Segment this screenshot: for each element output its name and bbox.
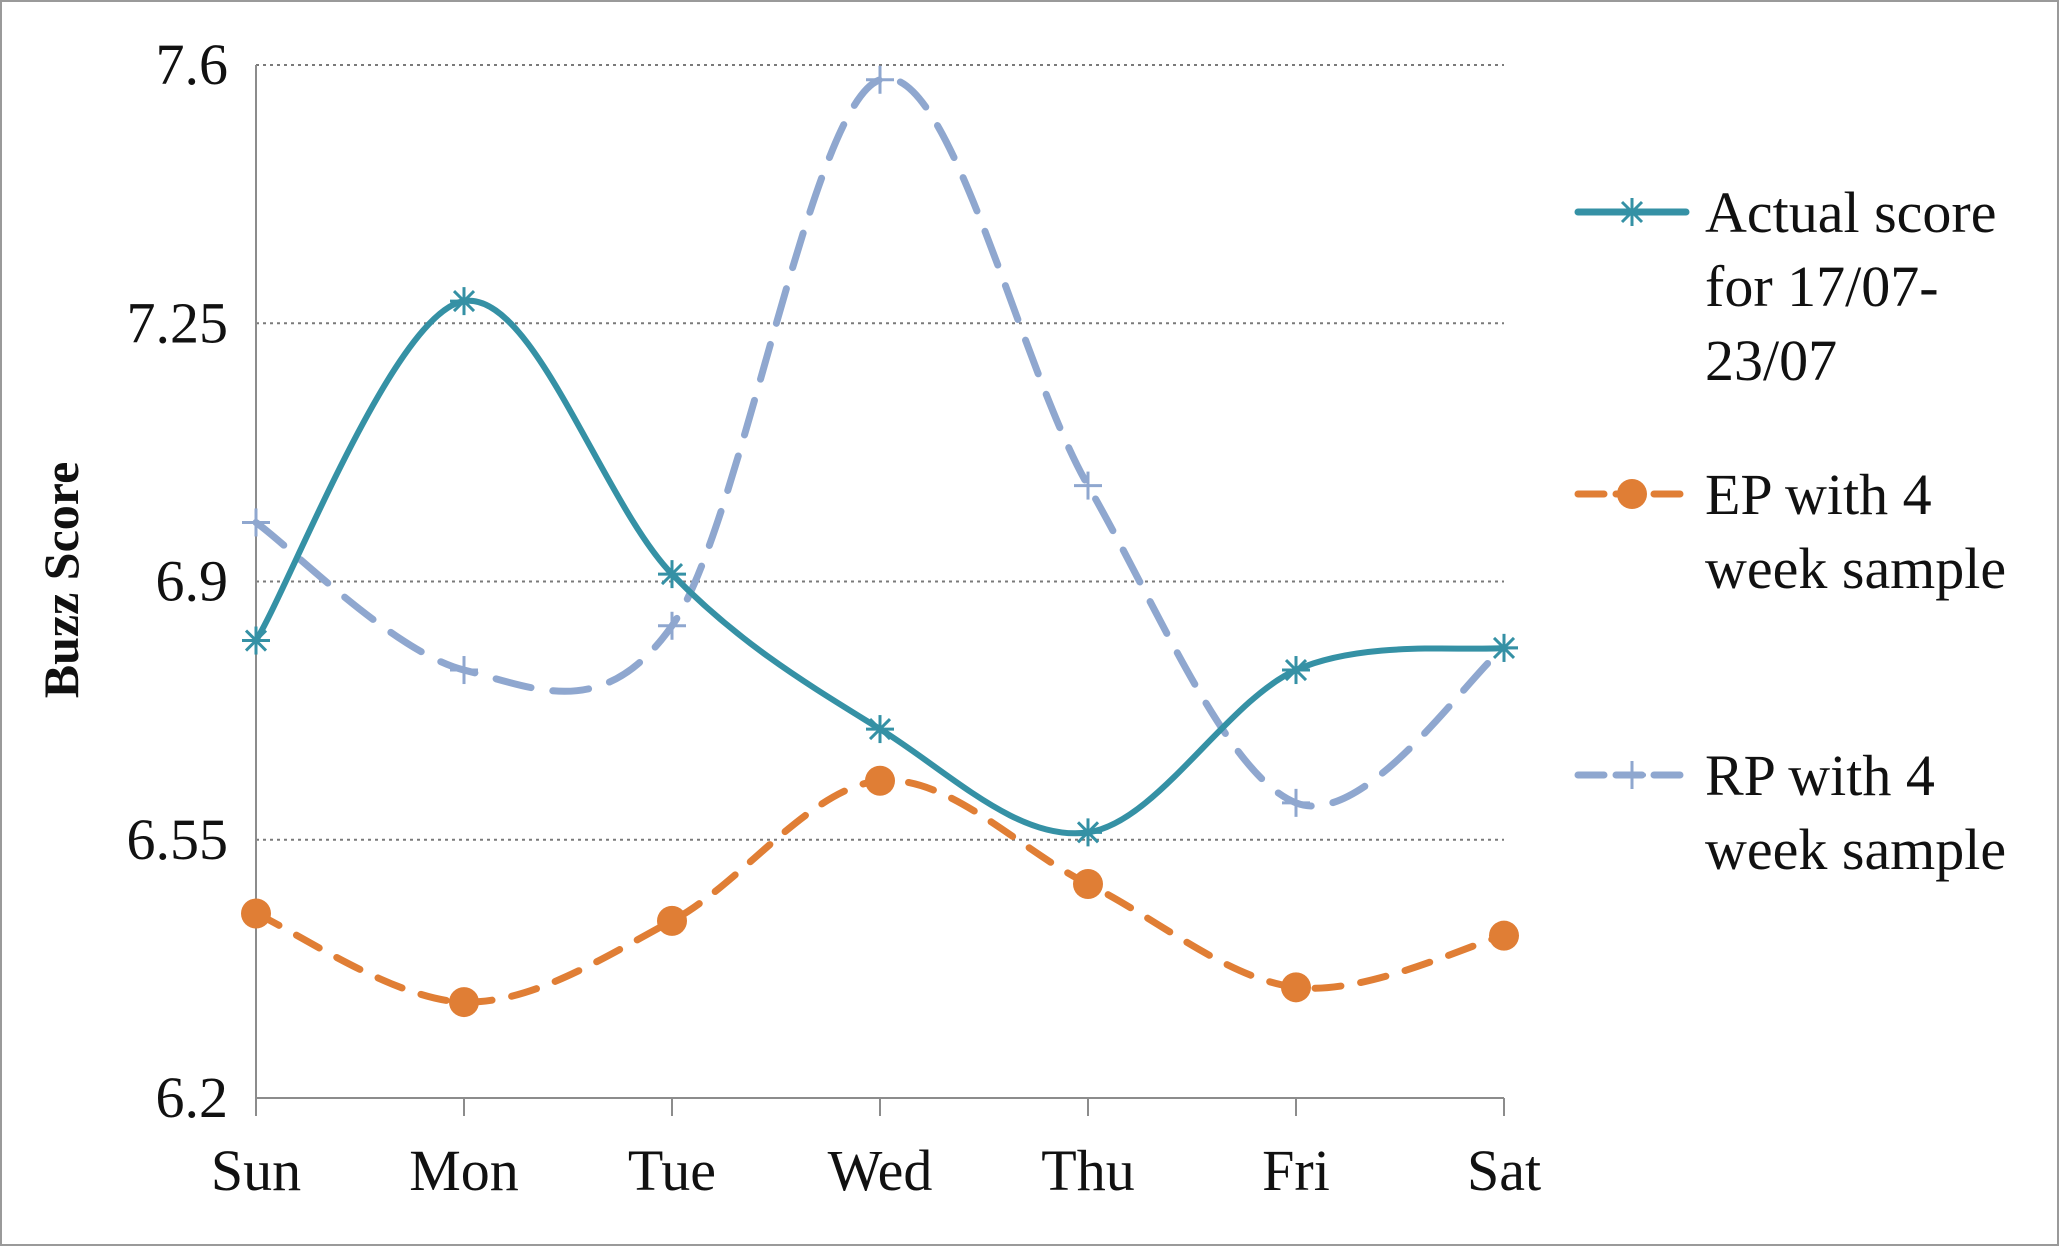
x-tick-label: Thu	[1041, 1138, 1134, 1203]
data-point-rp-sun	[242, 508, 270, 537]
legend-label: Actual score	[1705, 180, 1996, 245]
y-tick-label: 7.6	[156, 32, 229, 97]
data-point-actual-wed	[866, 715, 894, 744]
data-point-ep-sun	[241, 898, 271, 929]
data-point-actual-tue-d2	[660, 563, 684, 586]
x-tick-label: Tue	[628, 1138, 716, 1203]
x-tick-label: Mon	[409, 1138, 519, 1203]
data-point-actual-tue	[658, 560, 686, 589]
data-point-actual-thu-d2	[1076, 821, 1100, 844]
data-point-actual-sat-d2	[1492, 636, 1516, 659]
legend-label: RP with 4	[1705, 743, 1935, 808]
y-tick-label: 6.2	[156, 1065, 229, 1130]
data-point-ep-wed	[865, 765, 895, 796]
y-tick-label: 6.9	[156, 549, 229, 614]
legend-swatch-marker-dot	[1617, 479, 1647, 509]
legend-label: week sample	[1705, 536, 2006, 601]
y-tick-label: 6.55	[127, 807, 229, 872]
legend-swatch-marker-d2	[1620, 200, 1644, 224]
data-point-ep-thu-dot	[1073, 869, 1103, 900]
data-point-actual-fri	[1282, 656, 1310, 685]
data-point-actual-wed-d2	[868, 718, 892, 741]
y-axis-label: Buzz Score	[33, 462, 89, 699]
data-point-rp-mon	[450, 656, 478, 685]
data-point-ep-tue	[657, 905, 687, 936]
legend-label: 23/07	[1705, 328, 1837, 393]
data-point-ep-mon	[449, 987, 479, 1018]
data-point-ep-tue-dot	[657, 905, 687, 936]
x-tick-label: Wed	[828, 1138, 933, 1203]
x-tick-label: Fri	[1262, 1138, 1330, 1203]
data-point-ep-wed-dot	[865, 765, 895, 796]
data-point-ep-sun-dot	[241, 898, 271, 929]
tick-labels: 6.2 6.55 6.9 7.25 7.6 Sun Mon Tue Wed Thu Fri Sat	[127, 32, 1542, 1203]
legend-swatch-marker	[1617, 479, 1647, 509]
legend-label: EP with 4	[1705, 462, 1932, 527]
legend-item-rp: RP with 4 week sample	[1574, 743, 2006, 882]
legend-label: week sample	[1705, 817, 2006, 882]
data-point-ep-mon-dot	[449, 987, 479, 1018]
series-lines	[241, 65, 1519, 1018]
legend-item-ep: EP with 4 week sample	[1574, 462, 2006, 601]
data-point-ep-fri	[1281, 972, 1311, 1003]
data-point-actual-sun	[242, 626, 270, 655]
legend-swatch-marker	[1618, 761, 1646, 789]
data-point-actual-sat	[1490, 633, 1518, 662]
data-point-ep-sat	[1489, 920, 1519, 951]
grid-lines	[256, 64, 1504, 841]
data-point-ep-sat-dot	[1489, 920, 1519, 951]
data-point-actual-mon	[450, 287, 478, 316]
series-line-actual	[253, 298, 1507, 837]
legend-label: for 17/07-	[1705, 254, 1939, 319]
data-point-actual-thu	[1074, 818, 1102, 847]
data-point-actual-fri-d2	[1284, 658, 1308, 682]
data-point-rp-thu	[1074, 471, 1102, 500]
legend-item-actual: Actual score for 17/07- 23/07	[1574, 180, 1996, 393]
data-point-actual-sun-d2	[244, 629, 268, 652]
data-point-actual-mon-d2	[452, 290, 476, 313]
data-point-rp-tue	[658, 611, 686, 640]
x-tick-label: Sun	[211, 1138, 301, 1203]
x-tick-label: Sat	[1467, 1138, 1541, 1203]
y-tick-label: 7.25	[127, 290, 229, 355]
data-point-rp-wed	[866, 65, 894, 94]
data-point-ep-thu	[1073, 869, 1103, 900]
legend-swatch-marker	[1618, 198, 1646, 226]
legend: Actual score for 17/07- 23/07 EP with 4 week…	[1574, 180, 2006, 882]
data-point-rp-fri	[1282, 788, 1310, 817]
data-point-ep-fri-dot	[1281, 972, 1311, 1003]
